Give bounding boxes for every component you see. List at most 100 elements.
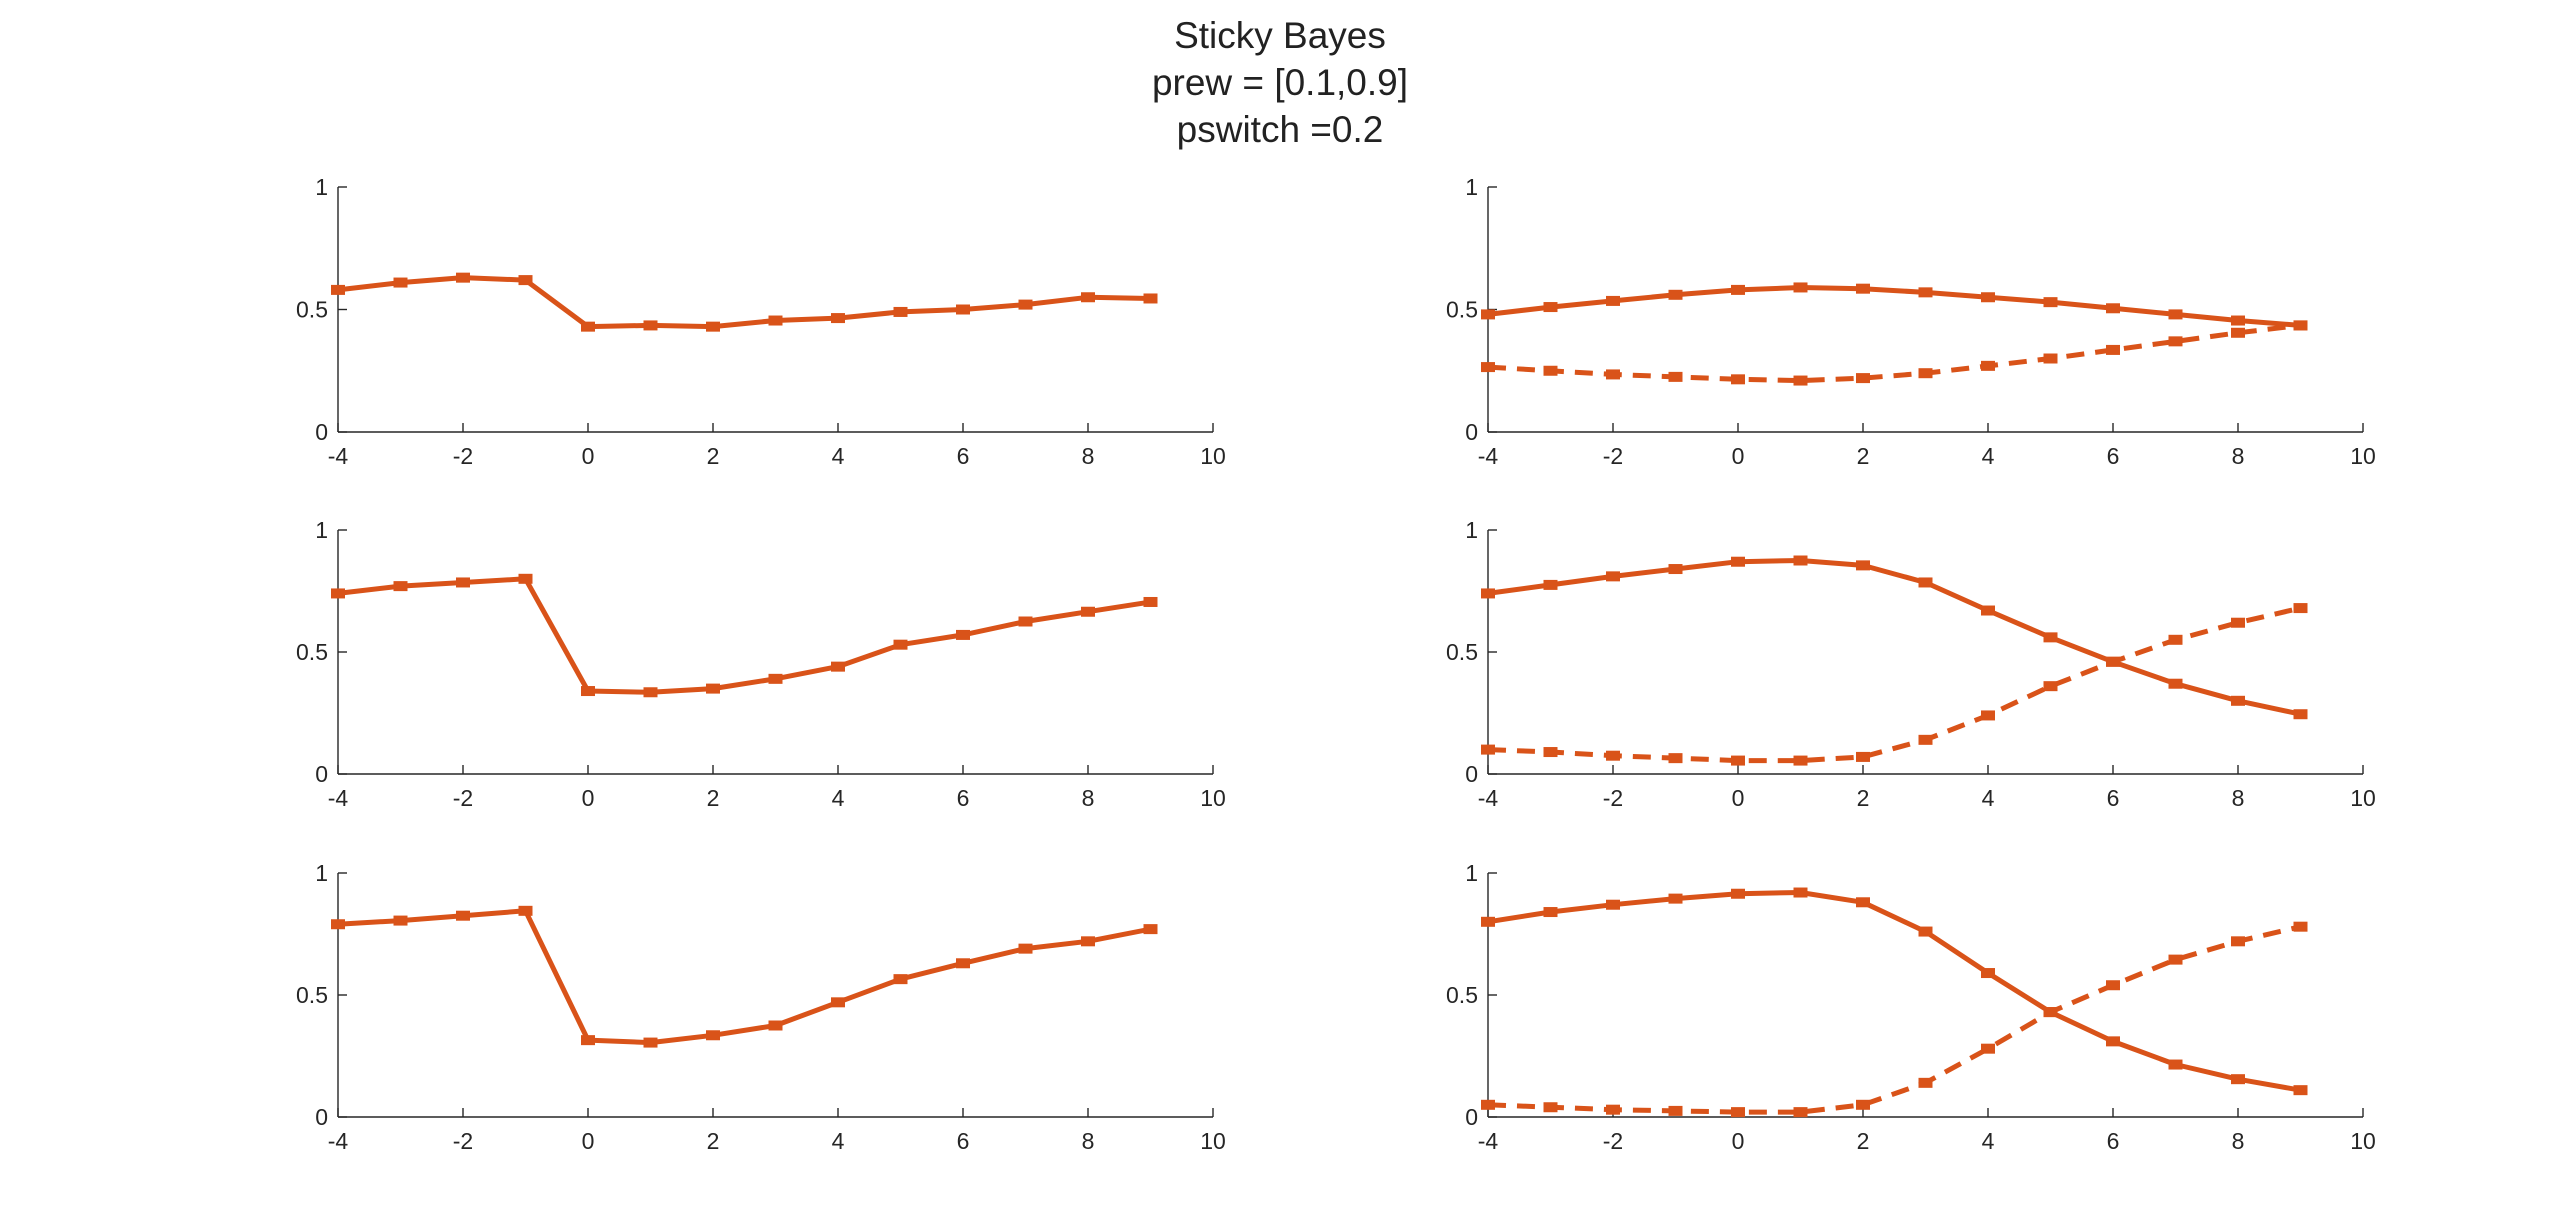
data-point-marker (456, 272, 470, 283)
data-point-marker (956, 304, 970, 315)
data-point-marker (2168, 954, 2183, 965)
data-point-marker (1856, 1099, 1870, 1110)
data-point-marker (1668, 289, 1683, 300)
x-tick-label: -4 (328, 443, 349, 469)
y-tick-label: 1 (1465, 860, 1478, 886)
data-point-marker (2043, 681, 2058, 692)
data-point-marker (1481, 1099, 1495, 1110)
data-point-marker (1793, 1107, 1808, 1118)
data-point-marker (1481, 744, 1495, 755)
data-point-marker (581, 321, 595, 332)
x-tick-label: 4 (1982, 443, 1995, 469)
x-tick-label: 6 (957, 785, 970, 811)
data-point-marker (2231, 936, 2245, 947)
x-tick-label: 8 (2232, 1128, 2245, 1154)
x-tick-label: 10 (1200, 785, 1226, 811)
x-tick-label: 0 (582, 443, 595, 469)
data-point-marker (1543, 579, 1558, 590)
x-tick-label: 8 (1082, 785, 1095, 811)
data-point-marker (1856, 373, 1870, 384)
y-tick-label: 0 (1465, 419, 1478, 445)
data-point-marker (2293, 603, 2308, 614)
x-tick-label: 10 (1200, 443, 1226, 469)
data-point-marker (2231, 327, 2245, 338)
data-point-marker (1668, 564, 1683, 575)
x-tick-label: -4 (1478, 443, 1499, 469)
subplot-1: -4 -2 0 2 4 6 8 10 0 0.5 1 (296, 174, 1226, 469)
data-point-marker (393, 277, 408, 288)
data-point-marker (2106, 656, 2120, 667)
data-point-marker (893, 639, 908, 650)
data-point-marker (2168, 309, 2183, 320)
x-tick-label: 2 (707, 785, 720, 811)
data-point-marker (1543, 747, 1558, 758)
x-tick-label: 10 (2350, 785, 2376, 811)
data-point-marker (2168, 678, 2183, 689)
data-point-marker (456, 910, 470, 921)
subplot-3: -4 -2 0 2 4 6 8 10 0 0.5 1 (296, 517, 1226, 811)
solid-series-line (337, 908, 1151, 1046)
data-point-marker (1731, 556, 1745, 567)
data-point-marker (2293, 1085, 2308, 1096)
x-tick-label: -4 (328, 1128, 349, 1154)
y-tick-label: 0 (315, 1104, 328, 1130)
data-point-marker (1143, 293, 1158, 304)
x-tick-label: 10 (1200, 1128, 1226, 1154)
data-point-marker (2231, 617, 2245, 628)
x-tick-label: 2 (707, 1128, 720, 1154)
x-tick-label: -2 (453, 1128, 473, 1154)
data-point-marker (2043, 632, 2058, 643)
x-tick-label: 6 (2107, 443, 2120, 469)
x-tick-label: 0 (1732, 1128, 1745, 1154)
y-tick-label: 1 (315, 174, 328, 200)
data-point-marker (1731, 284, 1745, 295)
data-point-marker (1731, 374, 1745, 385)
data-point-marker (1918, 368, 1933, 379)
x-tick-label: 0 (582, 1128, 595, 1154)
data-point-marker (1018, 299, 1033, 310)
data-point-marker (1981, 292, 1995, 303)
y-tick-label: 1 (1465, 517, 1478, 543)
data-point-marker (2293, 921, 2308, 932)
data-point-marker (643, 320, 658, 331)
data-point-marker (393, 915, 408, 926)
data-point-marker (643, 687, 658, 698)
data-point-marker (1856, 560, 1870, 571)
data-point-marker (393, 581, 408, 592)
data-point-marker (1018, 943, 1033, 954)
data-point-marker (1543, 365, 1558, 376)
data-point-marker (2293, 709, 2308, 720)
y-tick-label: 0 (315, 761, 328, 787)
data-point-marker (2106, 1036, 2120, 1047)
subplot-5: -4 -2 0 2 4 6 8 10 0 0.5 1 (296, 860, 1226, 1154)
data-point-marker (1731, 1107, 1745, 1118)
data-point-marker (2043, 353, 2058, 364)
data-point-marker (1081, 292, 1095, 303)
y-tick-label: 0.5 (296, 297, 328, 323)
x-tick-label: 2 (1857, 443, 1870, 469)
data-point-marker (706, 1030, 720, 1041)
data-point-marker (581, 686, 595, 697)
x-tick-label: -2 (453, 785, 473, 811)
data-point-marker (1481, 588, 1495, 599)
data-point-marker (1018, 616, 1033, 627)
data-point-marker (706, 321, 720, 332)
x-tick-label: 0 (1732, 443, 1745, 469)
subplot-6: -4 -2 0 2 4 6 8 10 0 0.5 1 (1446, 860, 2376, 1154)
dashed-series-line (1487, 322, 2301, 384)
data-point-marker (2168, 1059, 2183, 1070)
solid-series-line (1487, 558, 2302, 717)
data-point-marker (706, 683, 720, 694)
x-tick-label: 8 (1082, 1128, 1095, 1154)
data-point-marker (1856, 283, 1870, 294)
x-tick-label: 4 (1982, 1128, 1995, 1154)
y-tick-label: 1 (315, 517, 328, 543)
data-point-marker (2168, 634, 2183, 645)
data-point-marker (1668, 753, 1683, 764)
data-point-marker (1731, 888, 1745, 899)
x-tick-label: -2 (453, 443, 473, 469)
data-point-marker (1793, 887, 1808, 898)
data-point-marker (2293, 320, 2308, 331)
data-point-marker (956, 629, 970, 640)
